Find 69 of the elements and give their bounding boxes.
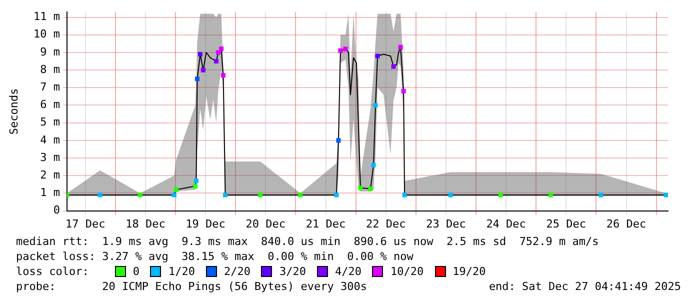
point <box>398 44 403 50</box>
legend-label: 0 <box>132 264 140 279</box>
point <box>218 46 224 52</box>
y-tick-label: 1 m <box>40 186 60 200</box>
point <box>138 192 142 198</box>
point <box>298 192 303 198</box>
legend-label: 1/20 <box>168 264 195 279</box>
point <box>338 48 343 53</box>
point <box>448 192 453 198</box>
legend-title: loss color: <box>16 264 89 279</box>
point <box>375 54 380 58</box>
text: probe: 20 ICMP Echo Pings (56 Bytes) every 300s <box>16 279 367 294</box>
x-tick-label: 24 Dec <box>486 217 526 230</box>
point <box>391 64 396 69</box>
point <box>548 192 554 198</box>
point <box>194 178 198 184</box>
point <box>402 192 407 198</box>
y-tick-label: 9 m <box>40 45 60 58</box>
point <box>222 192 228 198</box>
point <box>194 76 200 82</box>
point <box>174 187 178 192</box>
legend-label: 10/20 <box>390 264 424 279</box>
point <box>192 184 198 188</box>
x-tick-label: 21 Dec <box>306 217 346 230</box>
y-tick-label: 2 m <box>40 168 60 182</box>
y-tick-label: 6 m <box>40 98 60 112</box>
legend-label: 4/20 <box>334 264 362 279</box>
y-axis-title: Seconds <box>7 88 20 135</box>
x-tick-label: 18 Dec <box>126 217 166 230</box>
point <box>220 73 226 78</box>
y-tick-label: 5 m <box>40 116 60 129</box>
point <box>498 192 503 198</box>
point <box>172 192 176 198</box>
point <box>664 192 668 198</box>
point <box>371 162 376 168</box>
point <box>98 192 102 198</box>
x-tick-label: 20 Dec <box>246 217 286 230</box>
y-tick-label: 7 m <box>40 80 60 94</box>
text: packet loss: 3.27 % avg 38.15 % max 0.00 % min 0.00 % now <box>16 249 414 264</box>
point <box>343 46 348 52</box>
legend-label: 3/20 <box>279 264 306 279</box>
y-tick-label: 11 m <box>34 10 60 24</box>
text: median rtt: 1.9 ms avg 9.3 ms max 840.0 us min 890.6 us now 2.5 ms sd 752.9 m am/s <box>16 234 600 249</box>
x-tick-label: 23 Dec <box>426 217 466 230</box>
y-tick-label: 0 <box>53 204 60 217</box>
text: end: Sat Dec 27 04:41:49 2025 <box>488 279 681 294</box>
point <box>401 88 406 94</box>
point <box>216 50 221 55</box>
point <box>334 192 339 198</box>
y-tick-label: 10 m <box>34 28 60 41</box>
point <box>598 192 604 198</box>
point <box>214 58 219 64</box>
legend-label: 2/20 <box>224 264 250 279</box>
y-tick-label: 4 m <box>40 133 60 146</box>
x-tick-label: 26 Dec <box>606 217 646 230</box>
x-tick-label: 25 Dec <box>546 217 586 230</box>
x-tick-label: 22 Dec <box>366 217 406 230</box>
point <box>200 68 206 72</box>
point <box>368 186 373 192</box>
point <box>336 138 341 143</box>
point <box>258 192 263 198</box>
point <box>198 52 202 56</box>
point <box>358 186 363 190</box>
y-tick-label: 3 m <box>40 150 60 164</box>
y-tick-label: 8 m <box>40 62 60 76</box>
legend-label: 19/20 <box>452 264 486 279</box>
x-tick-label: 19 Dec <box>186 217 226 230</box>
point <box>373 102 378 108</box>
x-tick-label: 17 Dec <box>65 217 106 230</box>
